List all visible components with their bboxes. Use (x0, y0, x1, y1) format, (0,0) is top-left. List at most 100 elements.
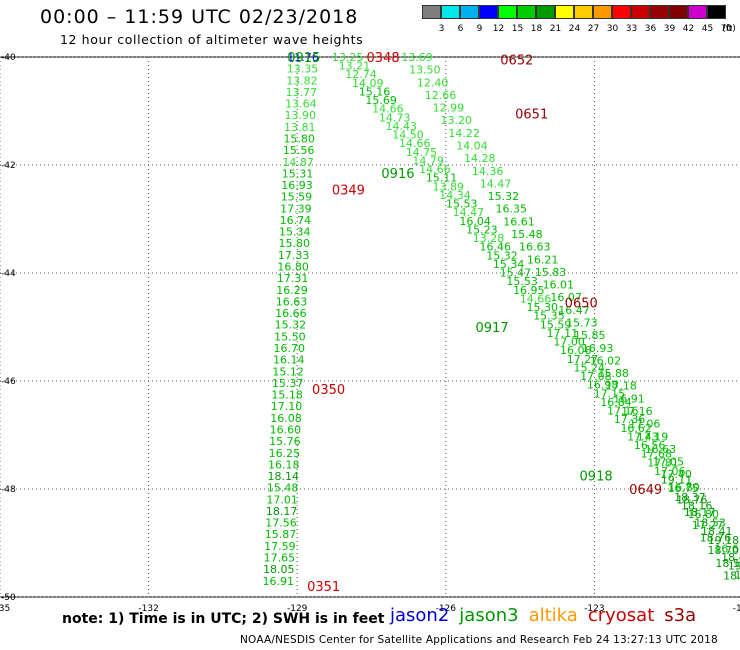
jason3-swh-value: 17.43 (627, 430, 659, 443)
cryosat-swh-value: 17.01 (266, 493, 298, 506)
cryosat-swh-value: 17.10 (271, 400, 303, 413)
scale-label-30: 30 (606, 24, 619, 34)
jason3-swh-value: 15.30 (526, 301, 558, 314)
s3a-swh-value: 16.91 (613, 392, 645, 405)
s3a-swh-value: 17.18 (605, 380, 637, 393)
jason3-swh-value: 15.34 (493, 258, 524, 271)
lon-tick-label: -123 (584, 604, 604, 614)
cryosat-swh-value: 16.18 (268, 458, 300, 471)
pass-time-label: 0915 (287, 51, 320, 66)
cryosat-swh-value: 16.25 (269, 447, 301, 460)
cryosat-swh-value: 16.08 (270, 412, 302, 425)
jason3-swh-value: 16.84 (600, 396, 632, 409)
scale-swatch-9 (460, 5, 479, 19)
jason3-swh-value: 16.56 (634, 439, 666, 452)
jason3-swh-value: 15.11 (426, 172, 458, 185)
s3a-swh-value: 13.20 (440, 114, 472, 127)
lon-tick-label: -129 (287, 604, 308, 614)
cryosat-swh-value: 15.50 (274, 330, 306, 343)
s3a-swh-value: 18.76 (676, 494, 708, 507)
s3a-swh-value: 12.40 (417, 76, 449, 89)
s3a-swh-value: 13.50 (409, 64, 441, 77)
scale-swatch-39 (650, 5, 669, 19)
jason3-swh-value: 17.16 (607, 405, 639, 418)
cryosat-swh-value: 17.56 (265, 517, 297, 530)
jason3-swh-value: 14.34 (439, 189, 471, 202)
s3a-swh-value: 16.47 (558, 304, 590, 317)
pass-time-label: 0649 (629, 483, 662, 498)
pass-time-label: 0350 (312, 383, 345, 398)
jason3-swh-value: 13.89 (433, 180, 465, 193)
s3a-swh-value: 17.05 (653, 456, 685, 469)
scale-label-3: 3 (438, 24, 445, 34)
s3a-swh-value: 15.32 (488, 190, 520, 203)
scale-label-9: 9 (476, 24, 483, 34)
pass-time-label: 0916 (381, 167, 414, 182)
cryosat-swh-value: 15.80 (278, 237, 310, 250)
s3a-swh-value: 18.70 (707, 544, 739, 557)
scale-label-21: 21 (549, 24, 562, 34)
scale-unit: (ft) (722, 24, 736, 34)
s3a-swh-value: 18.1 (723, 569, 740, 582)
cryosat-swh-value: 18.05 (263, 563, 295, 576)
cryosat-swh-value: 15.76 (269, 435, 301, 448)
cryosat-swh-value: 15.18 (271, 389, 303, 402)
s3a-swh-value: 18.17 (684, 506, 716, 519)
cryosat-swh-value: 13.82 (286, 74, 318, 87)
jason3-swh-value: 17.08 (580, 370, 612, 383)
jason3-swh-value: 17.68 (641, 448, 673, 461)
jason3-swh-value: 19.18 (708, 534, 740, 547)
legend-cryosat: cryosat (587, 605, 655, 626)
pass-time-label: 0918 (580, 470, 613, 485)
scale-swatch-42 (669, 5, 688, 19)
s3a-swh-value: 16.93 (582, 342, 614, 355)
jason3-swh-value: 14.73 (379, 111, 411, 124)
scale-label-70: 70 (720, 24, 733, 34)
s3a-swh-value: 15.85 (574, 329, 606, 342)
pass-time-label: 0348 (367, 51, 400, 66)
jason3-swh-value: 16.75 (667, 482, 699, 495)
cryosat-swh-value: 15.87 (265, 528, 297, 541)
lon-tick-label: -126 (436, 604, 457, 614)
scale-label-42: 42 (682, 24, 695, 34)
pass-time-label: 0351 (307, 580, 340, 595)
chart-title: 00:00 – 11:59 UTC 02/23/2018 (40, 6, 359, 28)
jason3-swh-value: 14.47 (453, 206, 485, 219)
lat-tick-label: -46 (1, 377, 16, 387)
s3a-swh-value: 15.88 (598, 367, 630, 380)
cryosat-swh-value: 15.12 (272, 365, 304, 378)
legend-s3a: s3a (664, 605, 697, 626)
scale-swatch-12 (479, 5, 498, 19)
s3a-swh-value: 17.06 (629, 418, 661, 431)
jason3-swh-value: 14.66 (399, 137, 431, 150)
s3a-swh-value: 14.47 (480, 177, 512, 190)
jason3-swh-value: 15.24 (573, 361, 605, 374)
scale-label-18: 18 (530, 24, 543, 34)
jason3-swh-value: 14.50 (392, 129, 424, 142)
jason3-swh-value: 19.11 (661, 474, 693, 487)
scale-label-12: 12 (492, 24, 505, 34)
scale-swatch-27 (574, 5, 593, 19)
s3a-swh-value: 15.73 (566, 317, 598, 330)
s3a-swh-value: 12.99 (433, 102, 465, 115)
scale-label-6: 6 (457, 24, 464, 34)
legend-altika: altika (528, 605, 578, 626)
footer-credit: NOAA/NESDIS Center for Satellite Applica… (240, 634, 718, 646)
scale-swatch-33 (612, 5, 631, 19)
jason3-swh-value: 15.69 (365, 94, 397, 107)
jason3-swh-value: 18.53 (694, 517, 726, 530)
cryosat-swh-value: 15.56 (283, 144, 315, 157)
s3a-swh-value: 15.83 (535, 266, 567, 279)
jason3-swh-value: 18.16 (681, 499, 713, 512)
cryosat-swh-value: 17.33 (278, 249, 310, 262)
cryosat-swh-value: 16.74 (280, 214, 312, 227)
jason3-swh-value: 14.43 (386, 120, 418, 133)
cryosat-swh-value: 18.17 (266, 505, 298, 518)
s3a-swh-value: 17.40 (660, 468, 692, 481)
cryosat-swh-value: 13.35 (287, 63, 319, 76)
jason3-swh-value: 17.00 (553, 336, 585, 349)
jason3-swh-value: 18.37 (674, 491, 706, 504)
jason3-swh-value: 14.79 (412, 154, 444, 167)
jason3-swh-value: 17.27 (567, 353, 599, 366)
